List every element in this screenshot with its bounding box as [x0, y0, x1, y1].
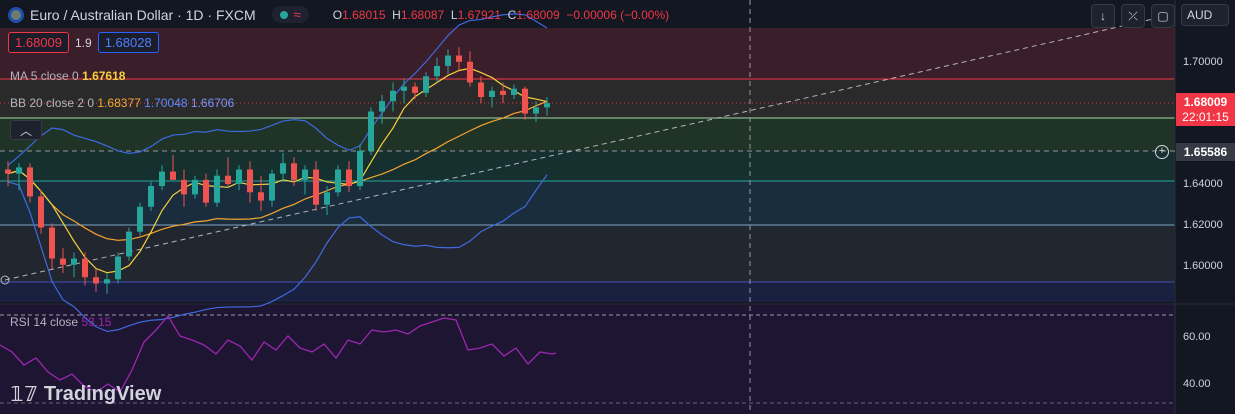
- candle-body: [500, 90, 506, 95]
- buy-price-button[interactable]: 1.68028: [97, 32, 159, 53]
- candle-body: [60, 258, 66, 265]
- tradingview-logo-icon: 𝟙𝟟: [10, 384, 38, 406]
- bb-basis-line: [7, 100, 548, 241]
- trend-line[interactable]: [4, 13, 1176, 281]
- maximize-icon: ▢: [1157, 9, 1169, 23]
- candle-body: [115, 256, 121, 280]
- candle-body: [302, 169, 308, 180]
- symbol-header: Euro / Australian Dollar · 1D · FXCM ≈ O…: [8, 6, 669, 23]
- candle-body: [214, 175, 220, 203]
- chevron-up-icon: ︿: [19, 123, 32, 138]
- candle-body: [401, 86, 407, 91]
- spread-value: 1.9: [75, 35, 92, 50]
- collapse-pane-button[interactable]: ⤫: [1121, 4, 1145, 28]
- candle-body: [82, 258, 88, 278]
- sell-price-button[interactable]: 1.68009: [8, 32, 69, 53]
- candle-body: [533, 107, 539, 114]
- moving-average: [7, 67, 548, 274]
- candle-body: [181, 179, 187, 195]
- collapse-icon: ⤫: [1128, 8, 1138, 23]
- candles: [5, 47, 550, 294]
- candle-body: [511, 88, 517, 95]
- candle-body: [49, 227, 55, 259]
- candle-body: [335, 169, 341, 193]
- bb-upper-line: [7, 13, 548, 166]
- price-axis-label: 1.62000: [1183, 219, 1223, 231]
- rsi-axis-label: 40.00: [1183, 378, 1211, 390]
- candle-body: [280, 163, 286, 174]
- candle-body: [478, 82, 484, 97]
- candle-body: [258, 192, 264, 201]
- ohlc-values: O1.68015 H1.68087 L1.67921 C1.68009 −0.0…: [332, 7, 670, 22]
- collapse-legend-button[interactable]: ︿: [10, 120, 42, 140]
- candle-body: [16, 167, 22, 174]
- currency-select[interactable]: AUD: [1181, 4, 1229, 26]
- quote-panel: 1.68009 1.9 1.68028: [8, 32, 159, 53]
- candle-body: [489, 90, 495, 97]
- rsi-legend[interactable]: RSI 14 close 53.15: [10, 315, 112, 329]
- bb-lower-line: [7, 174, 548, 333]
- arrow-down-icon: ↓: [1100, 9, 1106, 23]
- candle-body: [148, 186, 154, 207]
- candle-body: [203, 179, 209, 203]
- candle-body: [467, 61, 473, 83]
- candle-body: [159, 171, 165, 187]
- candle-body: [5, 169, 11, 174]
- candle-body: [291, 163, 297, 180]
- ma-legend[interactable]: MA 5 close 0 1.67618: [10, 69, 126, 83]
- candle-body: [346, 169, 352, 187]
- candle-body: [38, 196, 44, 228]
- crosshair-price-label: 1.65586: [1176, 143, 1235, 161]
- candle-body: [357, 150, 363, 187]
- candle-body: [269, 173, 275, 201]
- candle-body: [456, 55, 462, 62]
- candle-body: [71, 258, 77, 265]
- candle-body: [93, 277, 99, 284]
- candle-body: [434, 65, 440, 77]
- bb-legend[interactable]: BB 20 close 2 0 1.68377 1.70048 1.66706: [10, 96, 235, 110]
- candle-body: [170, 171, 176, 180]
- wave-icon: ≈: [293, 7, 301, 22]
- candle-body: [313, 169, 319, 205]
- rsi-line: [0, 314, 557, 393]
- candle-body: [423, 76, 429, 93]
- candle-body: [390, 90, 396, 102]
- market-status-pill[interactable]: ≈: [271, 6, 309, 23]
- rsi-axis-label: 60.00: [1183, 331, 1211, 343]
- pane-toolbar: ↓ ⤫ ▢: [1091, 4, 1175, 28]
- price-axis-label: 1.64000: [1183, 178, 1223, 190]
- price-axis-label: 1.70000: [1183, 56, 1223, 68]
- candle-body: [27, 167, 33, 197]
- candle-body: [445, 55, 451, 66]
- maximize-pane-button[interactable]: ▢: [1151, 4, 1175, 28]
- candle-body: [137, 206, 143, 232]
- tradingview-logo[interactable]: 𝟙𝟟 TradingView: [10, 383, 162, 406]
- market-open-dot-icon: [279, 10, 288, 19]
- rsi-pane: [0, 305, 1175, 414]
- candle-body: [225, 175, 231, 184]
- candle-body: [126, 231, 132, 257]
- candle-body: [104, 279, 110, 284]
- bollinger-bands: [7, 13, 548, 333]
- price-axis-label: 1.60000: [1183, 260, 1223, 272]
- currency-flag-icon: [8, 6, 24, 23]
- candle-body: [324, 192, 330, 205]
- current-price-label: 1.68009 22:01:15: [1176, 93, 1235, 126]
- fibonacci-zones: [0, 28, 1175, 302]
- candle-body: [412, 86, 418, 93]
- candle-body: [236, 169, 242, 184]
- candle-body: [544, 103, 550, 108]
- candle-body: [379, 101, 385, 112]
- candle-body: [192, 179, 198, 195]
- ma-line: [7, 67, 548, 274]
- symbol-title[interactable]: Euro / Australian Dollar · 1D · FXCM: [30, 6, 256, 23]
- trend-line-handle[interactable]: [0, 275, 10, 285]
- move-down-button[interactable]: ↓: [1091, 4, 1115, 28]
- candle-body: [522, 88, 528, 114]
- add-alert-plus-icon[interactable]: +: [1155, 145, 1169, 159]
- candle-body: [368, 111, 374, 151]
- candle-body: [247, 169, 253, 193]
